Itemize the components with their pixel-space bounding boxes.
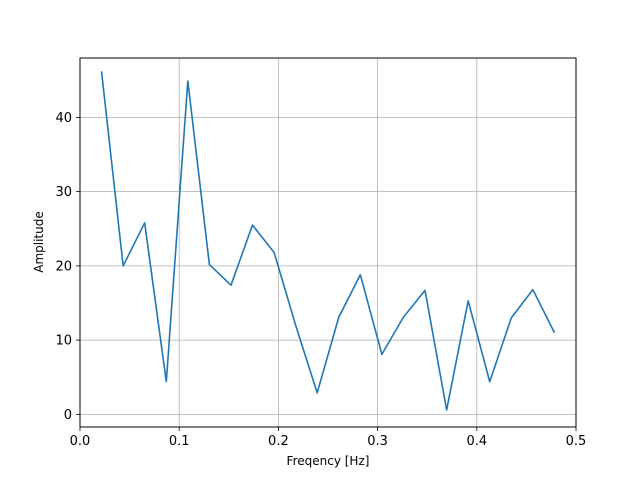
x-tick-label: 0.0 [70,434,91,449]
x-tick-label: 0.1 [169,434,190,449]
x-axis-title: Freqency [Hz] [287,454,370,468]
y-tick-label: 40 [55,111,72,126]
x-tick-label: 0.2 [268,434,289,449]
y-tick-label: 0 [64,408,72,423]
y-tick-label: 10 [55,334,72,349]
axis-ticks: 0.0 0.1 0.2 0.3 0.4 0.5 0 10 20 30 40 [55,111,586,449]
x-tick-label: 0.3 [367,434,388,449]
amplitude-series-line [100,71,556,411]
y-tick-label: 20 [55,259,72,274]
plot-frame [79,57,577,428]
y-tick-label: 30 [55,185,72,200]
x-tick-label: 0.5 [566,434,587,449]
y-axis-title: Amplitude [32,211,46,273]
series-layer [100,71,556,411]
x-tick-label: 0.4 [466,434,487,449]
